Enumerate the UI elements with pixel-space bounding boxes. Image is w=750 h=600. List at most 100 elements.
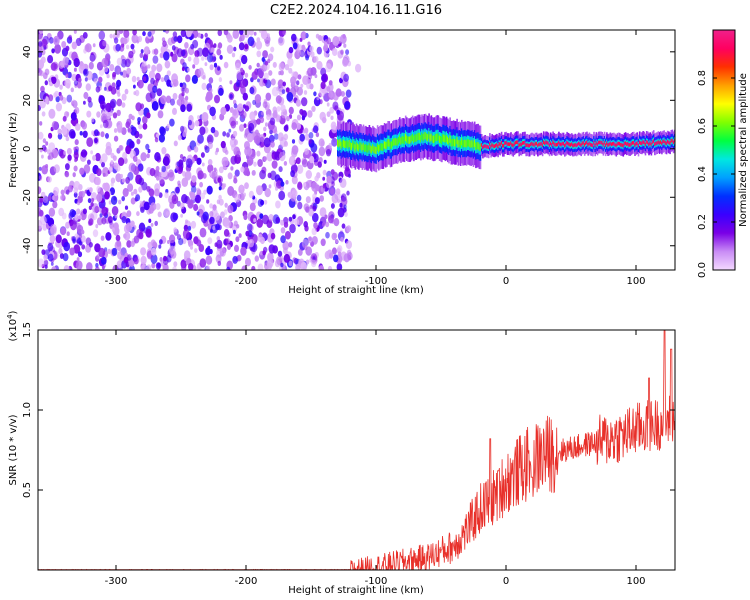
spectrogram-cell: [39, 215, 47, 226]
spectrogram-cell: [475, 142, 477, 150]
spectrogram-cell: [176, 48, 183, 58]
spectrogram-cell: [55, 234, 62, 244]
spectrogram-cell: [89, 187, 93, 193]
spectrogram-cell: [67, 154, 72, 161]
spectrogram-cell: [263, 126, 267, 132]
spectrogram-cell: [416, 133, 419, 141]
spectrogram-cell: [204, 62, 208, 67]
spectrogram-cell: [79, 167, 85, 175]
spectrogram-cell: [292, 214, 296, 220]
spectrogram-cell: [166, 254, 172, 263]
spectrogram-cell: [73, 180, 81, 191]
spectrogram-cell: [160, 95, 167, 105]
spectrogram-cell: [326, 175, 332, 184]
spectrogram-cell: [197, 32, 201, 38]
spectrogram-cell: [317, 161, 322, 168]
snr-y-scale-exponent: 4: [6, 314, 14, 319]
spectrogram-cell: [473, 139, 476, 148]
spectrogram-cell: [215, 223, 221, 231]
spectrogram-cell: [386, 141, 388, 149]
spectrogram-frame: [37, 29, 676, 271]
spectrogram-cell: [485, 144, 488, 149]
spectrogram-cell: [38, 175, 42, 180]
spectrogram-cell: [223, 238, 229, 246]
spectrogram-cell: [59, 84, 63, 90]
spectrogram-cell: [546, 140, 548, 145]
spectrogram-cell: [275, 180, 282, 189]
spectrogram-cell: [413, 135, 415, 144]
spectrogram-cell: [173, 36, 178, 42]
spectrogram-cell: [175, 186, 180, 194]
spectrogram-cell: [314, 74, 318, 79]
spectrogram-cell: [394, 138, 396, 146]
spectrogram-cell: [197, 208, 204, 218]
colorbar-tick-label: 0.2: [697, 214, 708, 230]
spectrogram-cell: [181, 194, 188, 204]
spectrogram-y-tick-label: -20: [22, 189, 33, 205]
spectrogram-cell: [620, 143, 622, 147]
spectrogram-cell: [313, 222, 318, 229]
spectrogram-cell: [71, 41, 78, 50]
spectrogram-cell: [252, 99, 256, 106]
spectrogram-cell: [313, 55, 319, 63]
spectrogram-cell: [275, 200, 281, 209]
spectrogram-cell: [156, 63, 163, 73]
spectrogram-cell: [155, 165, 160, 172]
spectrogram-cell: [45, 141, 49, 146]
spectrogram-cell: [243, 192, 246, 197]
spectrogram-cell: [420, 135, 422, 143]
spectrogram-cell: [128, 50, 134, 59]
spectrogram-cell: [209, 203, 214, 209]
spectrogram-cell: [109, 98, 117, 109]
spectrogram-cell: [320, 81, 326, 90]
spectrogram-cell: [60, 189, 65, 196]
spectrogram-cell: [201, 112, 209, 122]
spectrogram-cell: [140, 152, 147, 162]
spectrogram-cell: [156, 88, 163, 97]
spectrogram-cell: [644, 142, 647, 147]
spectrogram-cell: [200, 192, 206, 200]
spectrogram-cell: [98, 76, 103, 83]
spectrogram-cell: [137, 117, 142, 123]
spectrogram-cell: [415, 134, 417, 142]
spectrogram-cell: [91, 117, 95, 123]
spectrogram-cell: [234, 244, 239, 252]
spectrogram-cell: [143, 201, 150, 211]
spectrogram-cell: [131, 75, 137, 83]
spectrogram-cell: [325, 149, 332, 157]
spectrogram-cell: [308, 208, 314, 217]
spectrogram-cell: [90, 202, 94, 207]
spectrogram-cell: [218, 166, 224, 174]
spectrogram-cell: [112, 71, 117, 78]
spectrogram-cell: [607, 143, 609, 147]
spectrogram-cell: [348, 140, 351, 148]
spectrogram-cell: [283, 221, 289, 228]
spectrogram-cell: [301, 159, 308, 168]
spectrogram-cell: [122, 37, 128, 45]
spectrogram-cell: [196, 187, 201, 194]
spectrogram-cell: [566, 141, 568, 145]
spectrogram-cell: [244, 72, 249, 78]
spectrogram-cell: [513, 142, 516, 146]
spectrogram-cell: [574, 142, 577, 147]
spectrogram-cell: [217, 30, 223, 37]
spectrogram-cell: [292, 42, 298, 50]
spectrogram-cell: [235, 81, 240, 88]
spectrogram-cell: [408, 136, 410, 144]
spectrogram-cell: [219, 54, 223, 60]
spectrogram-cell: [337, 207, 345, 218]
snr-y-scale-close: ): [8, 310, 19, 314]
spectrogram-cell: [102, 182, 108, 190]
spectrogram-cell: [194, 194, 201, 204]
spectrogram-cell: [207, 164, 214, 173]
spectrogram-cell: [517, 140, 519, 144]
spectrogram-cell: [180, 104, 186, 113]
spectrogram-cell: [609, 141, 612, 146]
spectrogram-cell: [476, 142, 478, 150]
spectrogram-cell: [275, 95, 282, 104]
spectrogram-cell: [149, 168, 156, 177]
spectrogram-cell: [38, 59, 45, 70]
spectrogram-cell: [102, 119, 109, 129]
spectrogram-cell: [340, 49, 344, 55]
spectrogram-cell: [206, 265, 211, 270]
